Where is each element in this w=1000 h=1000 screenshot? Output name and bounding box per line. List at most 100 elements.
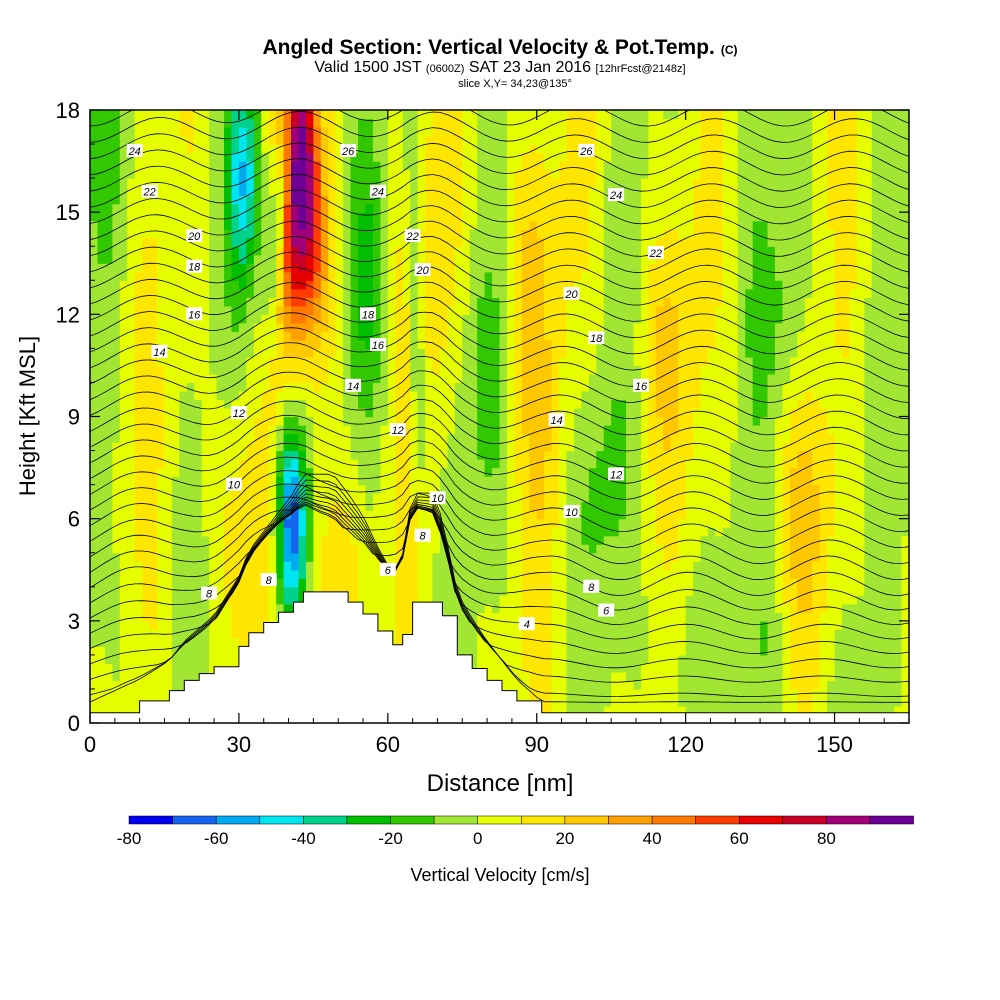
field-cell bbox=[112, 416, 121, 426]
field-cell bbox=[774, 629, 784, 639]
field-cell bbox=[171, 612, 180, 622]
field-cell bbox=[469, 399, 478, 409]
field-cell bbox=[633, 671, 642, 682]
field-cell bbox=[276, 501, 285, 511]
field-cell bbox=[559, 510, 568, 520]
field-cell bbox=[179, 467, 188, 477]
field-cell bbox=[626, 501, 635, 511]
field-cell bbox=[372, 407, 381, 418]
field-cell bbox=[417, 586, 426, 596]
field-cell bbox=[291, 544, 300, 554]
field-cell bbox=[737, 595, 746, 605]
field-cell bbox=[559, 365, 568, 375]
field-cell bbox=[209, 467, 218, 477]
field-cell bbox=[216, 561, 225, 571]
field-cell bbox=[856, 501, 865, 511]
field-cell bbox=[640, 501, 650, 511]
field-cell bbox=[164, 399, 173, 409]
field-cell bbox=[841, 442, 851, 452]
field-cell bbox=[238, 484, 247, 494]
field-cell bbox=[380, 586, 389, 596]
field-cell bbox=[484, 373, 493, 384]
field-cell bbox=[410, 459, 419, 469]
field-cell bbox=[767, 476, 776, 486]
field-cell bbox=[90, 578, 99, 588]
field-cell bbox=[864, 484, 873, 494]
field-cell bbox=[774, 390, 784, 401]
field-cell bbox=[291, 390, 300, 401]
field-cell bbox=[745, 442, 754, 452]
field-cell bbox=[358, 518, 367, 528]
field-cell bbox=[90, 569, 99, 579]
field-cell bbox=[886, 680, 895, 690]
field-cell bbox=[737, 680, 746, 690]
field-cell bbox=[804, 535, 813, 545]
field-cell bbox=[745, 339, 754, 349]
field-cell bbox=[201, 476, 210, 486]
field-cell bbox=[164, 552, 173, 562]
field-cell bbox=[812, 433, 821, 443]
field-cell bbox=[402, 561, 411, 571]
field-cell bbox=[283, 603, 292, 613]
field-cell bbox=[484, 518, 493, 528]
field-cell bbox=[157, 407, 166, 418]
field-cell bbox=[439, 484, 448, 494]
field-cell bbox=[856, 612, 865, 622]
field-cell bbox=[670, 501, 679, 511]
field-cell bbox=[365, 356, 374, 367]
field-cell bbox=[335, 433, 344, 443]
field-cell bbox=[238, 629, 247, 639]
field-cell bbox=[841, 527, 851, 537]
field-cell bbox=[804, 552, 813, 562]
field-cell bbox=[395, 339, 404, 349]
field-cell bbox=[894, 450, 903, 460]
field-cell bbox=[90, 442, 99, 452]
field-cell bbox=[194, 467, 203, 477]
field-cell bbox=[395, 569, 404, 579]
field-cell bbox=[283, 595, 292, 605]
field-cell bbox=[484, 382, 493, 392]
field-cell bbox=[380, 407, 389, 418]
field-cell bbox=[648, 637, 657, 647]
field-cell bbox=[566, 663, 575, 673]
field-cell bbox=[737, 459, 746, 469]
field-cell bbox=[157, 535, 166, 545]
field-cell bbox=[328, 382, 337, 392]
field-cell bbox=[715, 637, 724, 647]
field-cell bbox=[402, 586, 411, 596]
field-cell bbox=[730, 688, 739, 699]
field-cell bbox=[551, 425, 560, 435]
field-cell bbox=[313, 578, 322, 588]
field-cell bbox=[506, 450, 515, 460]
field-cell bbox=[90, 654, 99, 664]
field-cell bbox=[313, 535, 322, 545]
field-cell bbox=[231, 493, 240, 503]
field-cell bbox=[425, 407, 434, 418]
field-cell bbox=[90, 637, 99, 647]
field-cell bbox=[827, 544, 836, 554]
field-cell bbox=[305, 552, 314, 562]
field-cell bbox=[410, 552, 419, 562]
field-cell bbox=[395, 493, 404, 503]
field-cell bbox=[432, 450, 441, 460]
field-cell bbox=[886, 552, 895, 562]
field-cell bbox=[298, 365, 307, 375]
field-cell bbox=[127, 705, 136, 716]
field-cell bbox=[618, 382, 627, 392]
field-cell bbox=[648, 561, 657, 571]
field-cell bbox=[506, 680, 515, 690]
field-cell bbox=[439, 595, 448, 605]
field-cell bbox=[782, 382, 791, 392]
field-cell bbox=[745, 603, 754, 613]
field-cell bbox=[253, 603, 262, 613]
field-cell bbox=[142, 425, 151, 435]
field-cell bbox=[134, 407, 143, 418]
field-cell bbox=[663, 637, 672, 647]
field-cell bbox=[559, 578, 568, 588]
field-cell bbox=[90, 586, 99, 596]
field-cell bbox=[879, 654, 888, 664]
field-cell bbox=[276, 399, 285, 409]
field-cell bbox=[797, 680, 806, 690]
field-cell bbox=[328, 339, 337, 349]
field-cell bbox=[417, 433, 426, 443]
